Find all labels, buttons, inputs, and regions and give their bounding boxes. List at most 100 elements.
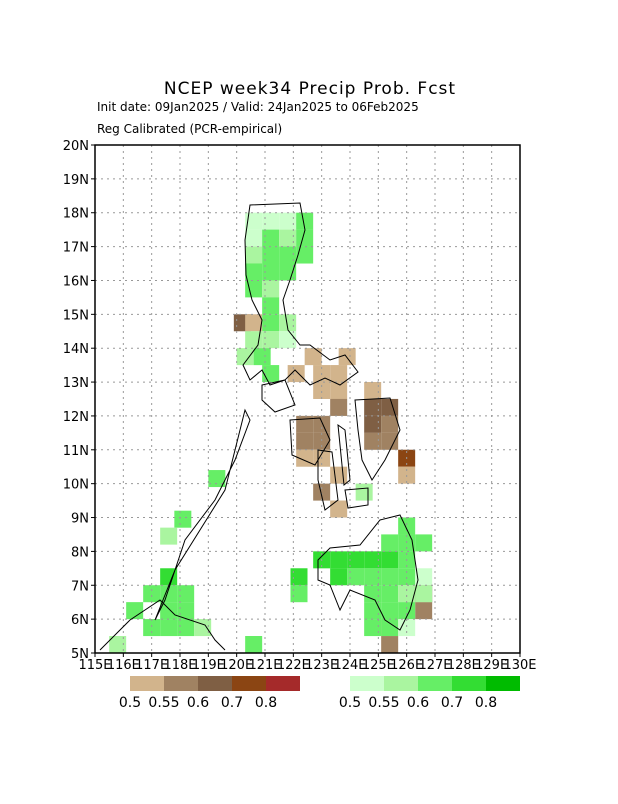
legend-label: 0.55 <box>148 695 179 711</box>
coastline <box>99 202 419 651</box>
y-tick-label: 7N <box>71 579 89 594</box>
prob-cell <box>313 382 331 399</box>
legend-swatch <box>384 676 418 691</box>
x-tick-label: 126E <box>390 658 423 673</box>
prob-cell <box>381 551 399 569</box>
prob-cell <box>279 263 297 281</box>
y-tick-label: 13N <box>63 376 89 391</box>
legend-swatch <box>452 676 486 691</box>
prob-cell <box>364 551 382 569</box>
prob-cell <box>296 229 314 247</box>
prob-cell <box>347 568 365 586</box>
prob-cell <box>364 602 382 620</box>
prob-cell <box>381 585 399 603</box>
prob-cell <box>245 246 263 264</box>
legend-swatch <box>350 676 384 691</box>
y-tick-label: 11N <box>63 444 89 459</box>
prob-cell <box>143 619 161 637</box>
method-label: Reg Calibrated (PCR-empirical) <box>97 122 282 136</box>
legend-label: 0.8 <box>255 695 277 711</box>
y-tick-label: 14N <box>63 342 89 357</box>
prob-cell <box>245 314 263 332</box>
prob-cell <box>381 534 399 552</box>
prob-cell <box>143 585 161 603</box>
x-tick-label: 119E <box>192 658 225 673</box>
prob-cell <box>279 229 297 247</box>
legend-label: 0.5 <box>119 695 141 711</box>
prob-cell <box>262 314 280 332</box>
legend-swatch <box>486 676 520 691</box>
prob-cell <box>415 585 433 603</box>
mindanao <box>317 514 419 631</box>
legend: 0.5 0.55 0.6 0.7 0.8 0.5 0.55 0.6 0.7 0.8 <box>119 676 520 711</box>
prob-cell <box>245 263 263 281</box>
prob-cell <box>330 466 348 484</box>
prob-cell <box>364 585 382 603</box>
y-tick-label: 8N <box>71 545 89 560</box>
x-tick-label: 124E <box>333 658 366 673</box>
borneo <box>99 599 226 651</box>
prob-cell <box>415 568 433 586</box>
palawan <box>154 408 251 621</box>
legend-label: 0.6 <box>407 695 429 711</box>
x-tick-label: 123E <box>305 658 338 673</box>
legend-swatch <box>164 676 198 691</box>
prob-cell <box>364 415 382 433</box>
prob-cell <box>160 619 178 637</box>
prob-cell <box>126 602 144 620</box>
prob-cell <box>313 415 331 433</box>
prob-cell <box>398 619 416 637</box>
prob-cell <box>364 568 382 586</box>
prob-cell <box>381 636 399 653</box>
prob-cell <box>174 510 192 528</box>
prob-cell <box>364 619 382 637</box>
prob-cell <box>381 602 399 620</box>
mindoro <box>261 379 296 413</box>
prob-cell <box>364 432 382 450</box>
prob-cell <box>177 585 195 603</box>
prob-cell <box>398 517 416 535</box>
x-tick-label: 127E <box>418 658 451 673</box>
x-tick-label: 125E <box>362 658 395 673</box>
prob-cell <box>398 568 416 586</box>
cebu <box>337 423 351 486</box>
prob-cell <box>296 246 314 264</box>
negros <box>317 449 339 511</box>
y-tick-label: 10N <box>63 478 89 493</box>
prob-cell <box>160 527 178 545</box>
legend-swatch <box>130 676 164 691</box>
prob-cell <box>313 483 331 501</box>
x-tick-label: 128E <box>447 658 480 673</box>
prob-cell <box>194 619 212 637</box>
prob-cell <box>296 432 314 450</box>
x-tick-label: 122E <box>277 658 310 673</box>
prob-cell <box>262 297 280 315</box>
y-tick-label: 9N <box>71 512 89 527</box>
x-tick-label: 118E <box>163 658 196 673</box>
prob-cell <box>279 331 297 349</box>
prob-cell <box>313 432 331 450</box>
prob-cell <box>415 534 433 552</box>
prob-cell <box>381 568 399 586</box>
prob-cell <box>245 280 263 298</box>
prob-cell <box>364 398 382 416</box>
legend-swatch <box>232 676 266 691</box>
prob-cell <box>160 568 178 586</box>
prob-cell <box>245 229 263 247</box>
legend-label: 0.8 <box>475 695 497 711</box>
prob-cell <box>262 263 280 281</box>
prob-cell <box>355 483 373 501</box>
prob-cell <box>347 551 365 569</box>
x-tick-label: 120E <box>220 658 253 673</box>
y-tick-label: 15N <box>63 308 89 323</box>
prob-cell <box>290 585 308 603</box>
prob-cell <box>290 568 308 586</box>
y-tick-label: 20N <box>63 139 89 154</box>
prob-cell <box>177 602 195 620</box>
samar-leyte <box>354 397 401 482</box>
x-tick-label: 117E <box>135 658 168 673</box>
prob-cell <box>330 500 348 518</box>
prob-cell <box>296 415 314 433</box>
y-tick-label: 19N <box>63 173 89 188</box>
